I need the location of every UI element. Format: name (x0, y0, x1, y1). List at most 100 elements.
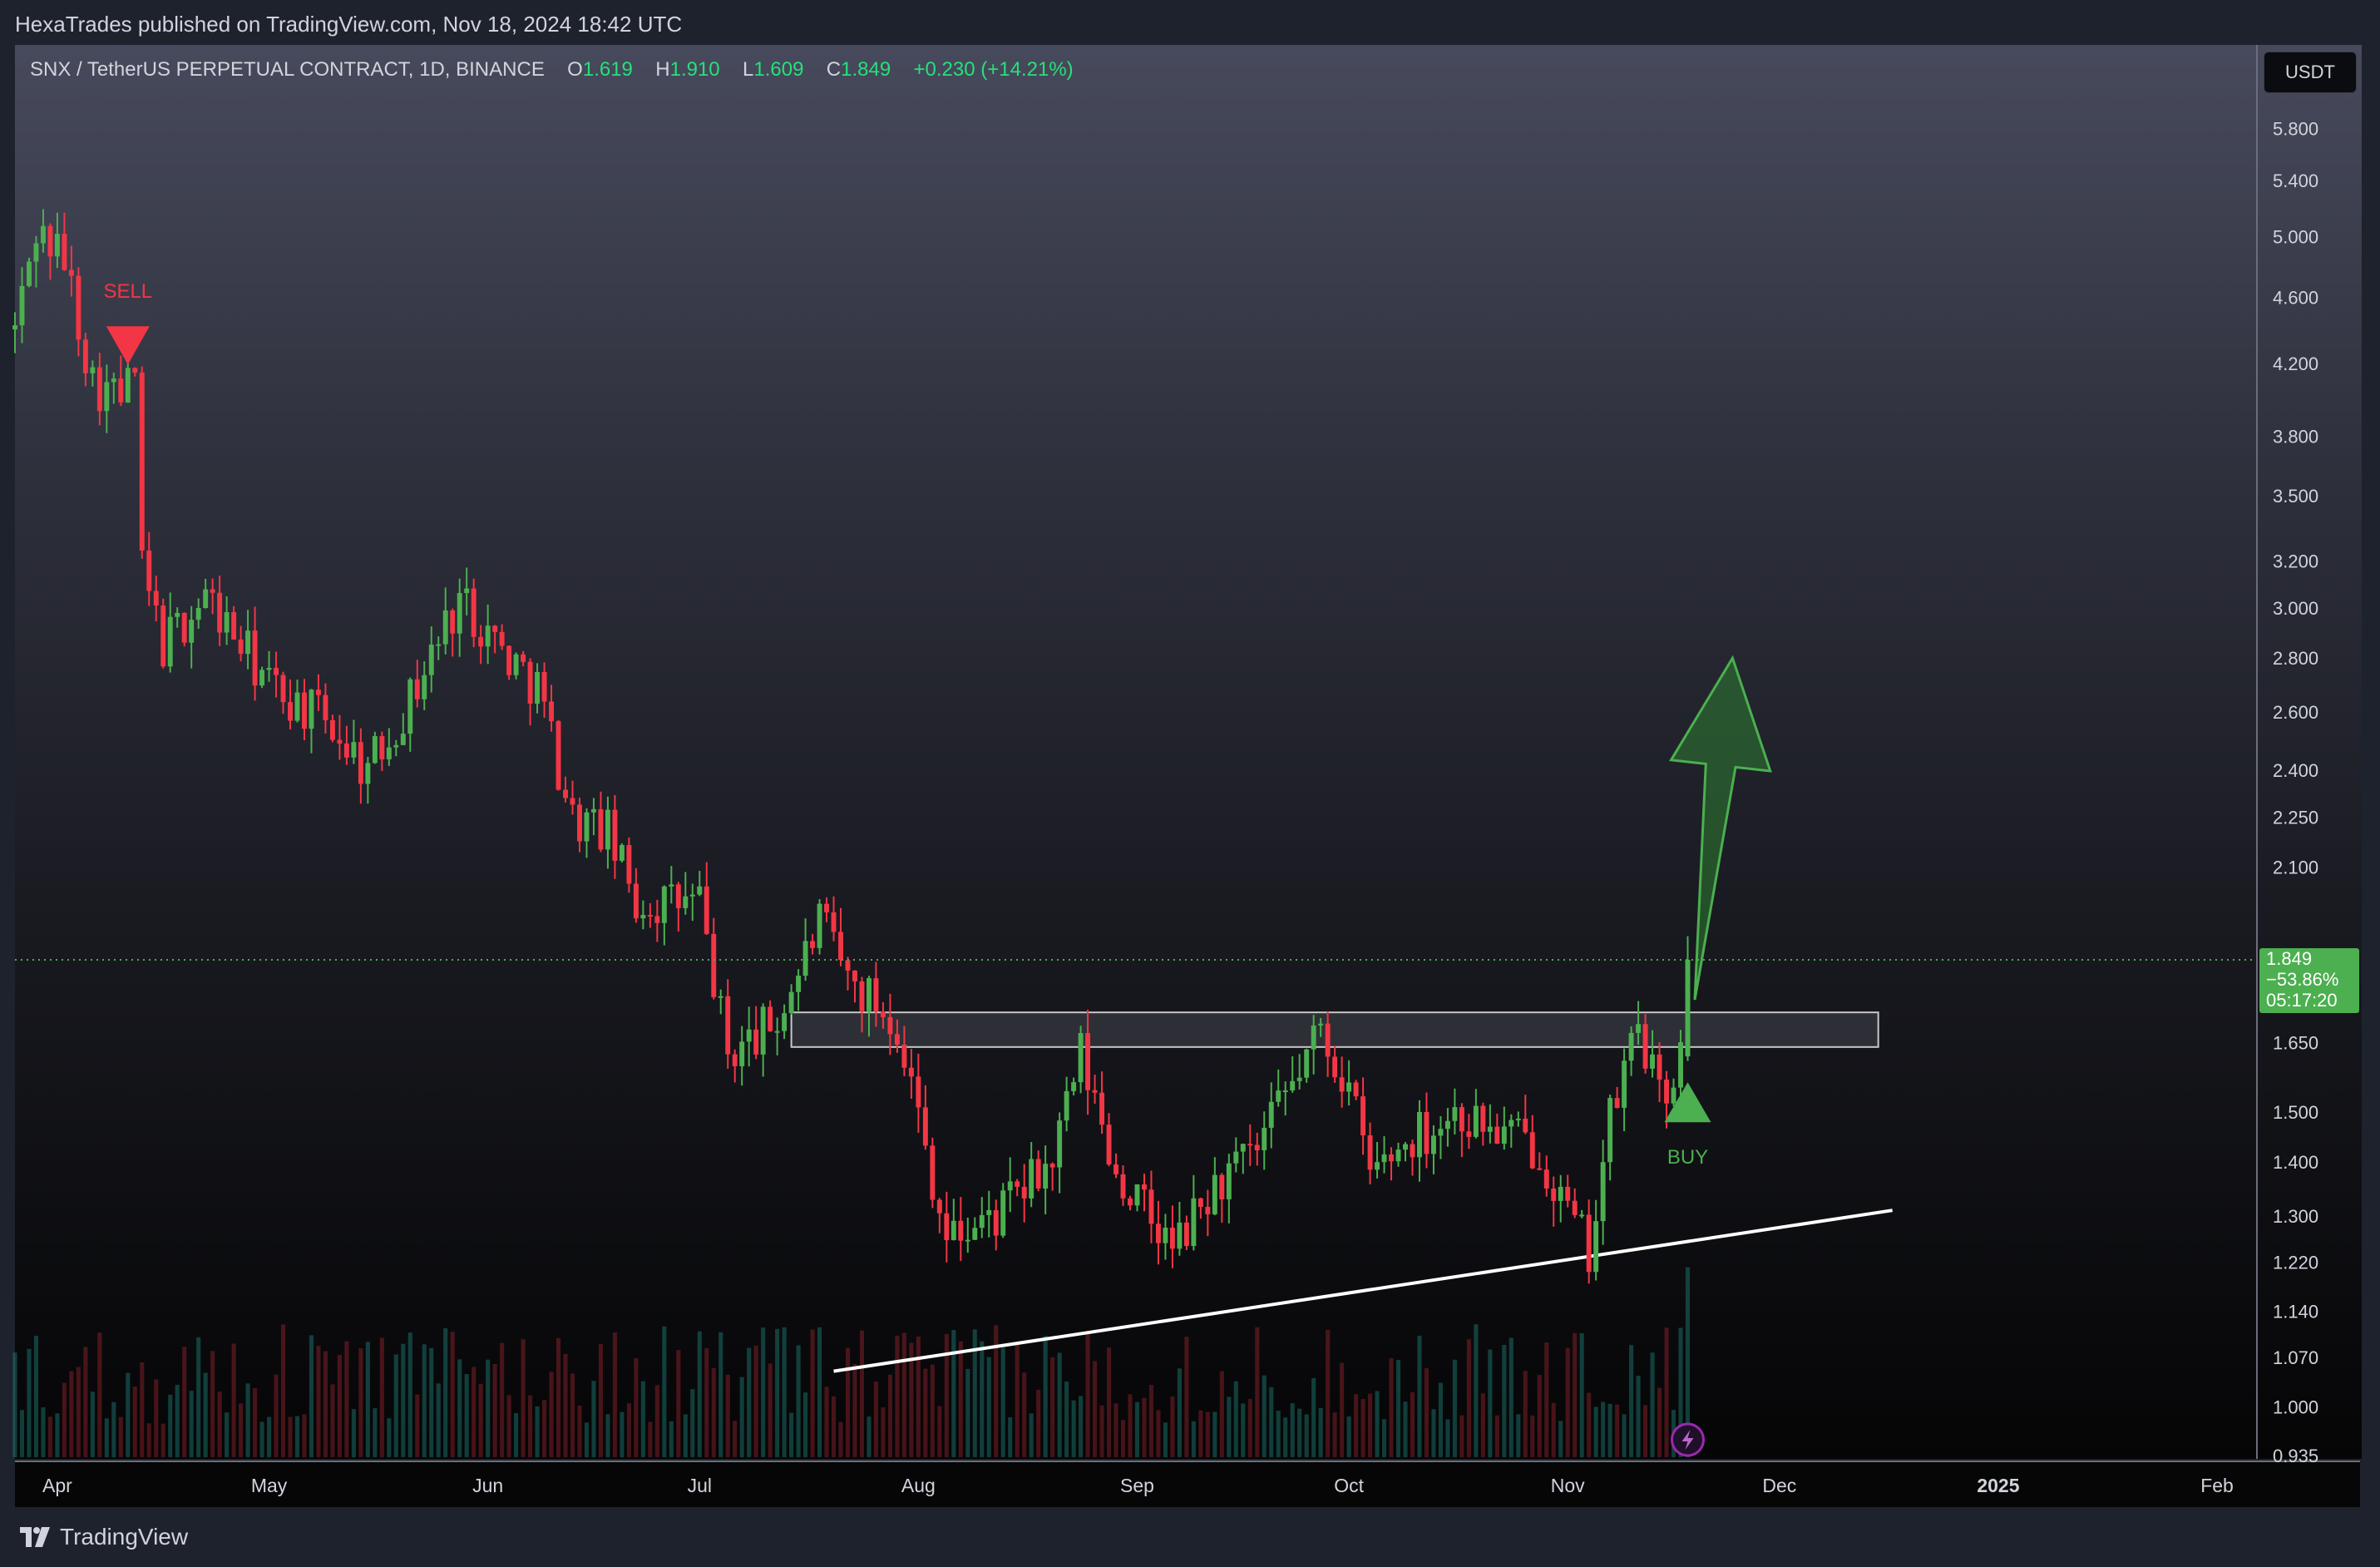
price-axis[interactable] (2256, 45, 2362, 1459)
candle-body (782, 1013, 788, 1031)
candle-body (1501, 1126, 1507, 1144)
candle-body (231, 611, 237, 640)
candle-body (796, 976, 802, 992)
candle-body (309, 690, 314, 729)
volume-bar (1148, 1385, 1154, 1457)
candle-body (1226, 1163, 1232, 1199)
volume-bar (415, 1394, 420, 1457)
trendline (833, 1209, 1893, 1373)
volume-bar (1332, 1412, 1337, 1457)
candle-body (96, 367, 102, 412)
volume-bar (598, 1343, 603, 1457)
volume-bar (1629, 1345, 1634, 1457)
candle-body (132, 368, 138, 373)
candle-body (936, 1199, 942, 1214)
time-tick-labels: Apr May Jun Jul Aug Sep Oct Nov Dec 2025 Feb (42, 1475, 2234, 1496)
candle-body (1657, 1054, 1662, 1080)
candle-body (725, 996, 731, 1055)
price-tick-label: 2.600 (2273, 702, 2318, 723)
volume-bar (1064, 1381, 1069, 1457)
candle-body (598, 808, 604, 850)
time-axis[interactable] (15, 1461, 2360, 1509)
candle-body (521, 654, 526, 662)
candle-body (153, 591, 159, 606)
candle-body (1332, 1056, 1338, 1078)
candle-body (111, 378, 116, 383)
volume-bar (316, 1345, 321, 1457)
volume-bar (245, 1383, 250, 1457)
volume-bar (1290, 1403, 1295, 1457)
volume-bar (1508, 1337, 1513, 1457)
candle-body (175, 612, 180, 617)
volume-bar (697, 1331, 702, 1457)
candle-body (683, 896, 689, 908)
candle-body (1035, 1159, 1041, 1189)
volume-bar (1685, 1267, 1691, 1457)
candle-body (428, 644, 434, 675)
volume-bar (930, 1364, 935, 1457)
volume-bar (965, 1368, 970, 1457)
price-tick-label: 1.500 (2273, 1102, 2318, 1123)
volume-bar (1601, 1401, 1606, 1457)
candle-body (76, 275, 81, 340)
candle-body (19, 285, 25, 326)
volume-bar (620, 1411, 625, 1457)
volume-bar (640, 1381, 645, 1457)
candle-body (485, 625, 491, 647)
resistance-zone (790, 1011, 1879, 1048)
candle-body (245, 630, 251, 655)
volume-bar (761, 1327, 766, 1457)
candle-body (1346, 1082, 1352, 1092)
volume-bar (535, 1406, 540, 1457)
currency-unit-button[interactable]: USDT (2264, 52, 2357, 93)
candle-body (1600, 1162, 1606, 1222)
volume-bar (994, 1325, 999, 1457)
current-change-label: −53.86% (2266, 969, 2338, 990)
volume-bar (1445, 1419, 1450, 1457)
volume-bar (1474, 1324, 1479, 1457)
volume-bar (1622, 1414, 1627, 1457)
tradingview-brand[interactable]: TradingView (20, 1524, 188, 1550)
volume-bar (1318, 1407, 1323, 1457)
candle-body (675, 884, 681, 908)
candle-body (654, 916, 660, 923)
candle-body (916, 1076, 921, 1108)
volume-bar (796, 1345, 801, 1457)
volume-bars (12, 1267, 1691, 1457)
candle-body (1410, 1144, 1415, 1158)
volume-bar (1304, 1414, 1309, 1457)
candle-body (669, 884, 674, 887)
candle-body (1113, 1164, 1118, 1174)
volume-bar (344, 1341, 349, 1457)
candle-body (661, 886, 667, 923)
buy-signal-label: BUY (1667, 1146, 1708, 1169)
price-tick-label: 3.500 (2273, 486, 2318, 507)
publisher-bar: HexaTrades published on TradingView.com,… (0, 0, 2380, 47)
candle-body (958, 1220, 964, 1241)
candle-body (739, 1041, 745, 1066)
candle-body (379, 736, 385, 759)
candle-body (1134, 1184, 1140, 1206)
volume-bar (330, 1384, 335, 1457)
volume-bar (909, 1342, 914, 1457)
candle-body (1565, 1186, 1571, 1201)
open-value: 1.619 (582, 58, 633, 81)
volume-bar (168, 1394, 173, 1457)
price-tick-label: 0.935 (2273, 1446, 2318, 1466)
candle-body (810, 941, 816, 948)
candle-body (1389, 1154, 1395, 1162)
time-tick-label: May (251, 1475, 288, 1496)
candle-body (1607, 1098, 1613, 1163)
candle-body (337, 739, 343, 744)
volume-bar (803, 1392, 808, 1457)
volume-bar (1607, 1403, 1612, 1457)
volume-bar (1502, 1344, 1507, 1457)
candle-body (224, 611, 230, 633)
volume-bar (422, 1344, 427, 1457)
price-tick-label: 3.800 (2273, 426, 2318, 447)
volume-bar (577, 1405, 582, 1457)
volume-bar (1079, 1396, 1084, 1457)
volume-bar (1466, 1339, 1471, 1457)
volume-bar (1029, 1413, 1034, 1457)
